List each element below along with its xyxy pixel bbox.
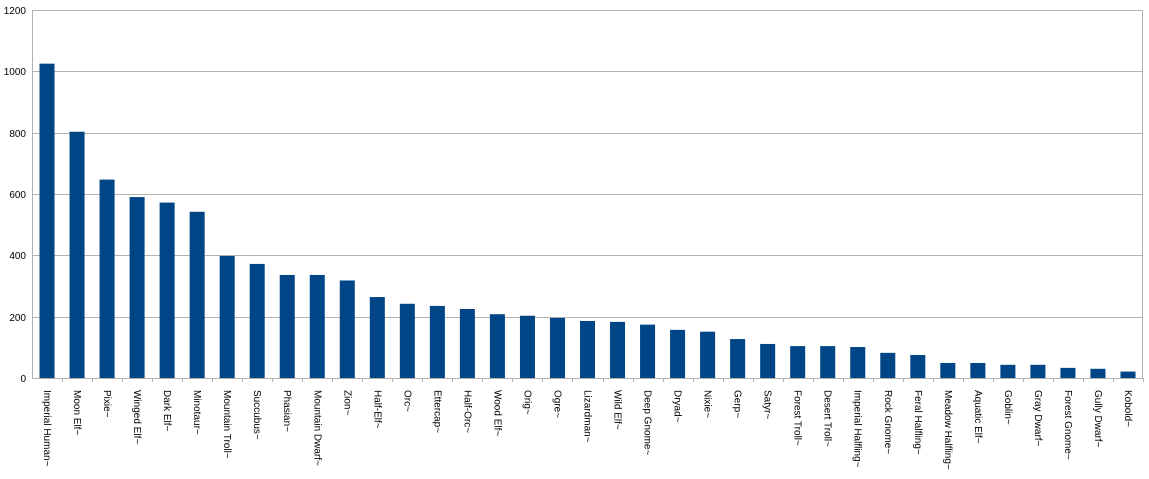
bar [579, 320, 596, 378]
bar [910, 355, 926, 378]
y-axis: 0 200 400 600 800 1000 1200 [4, 6, 27, 385]
category-label: Half-Orc~ [461, 390, 472, 433]
bar [1060, 367, 1076, 378]
bar [369, 297, 385, 378]
bar [640, 324, 656, 378]
bar [399, 303, 415, 378]
bar [549, 317, 565, 378]
category-label: Orc~ [401, 390, 412, 412]
category-label: Gray Dwarf~ [1032, 390, 1043, 447]
category-label: Mountain Troll~ [221, 390, 232, 459]
category-label: Wood Elf~ [491, 390, 502, 436]
bar [610, 321, 626, 378]
bar [1120, 371, 1136, 378]
bar [219, 255, 235, 378]
category-label: Minotaur~ [191, 390, 202, 435]
category-label: Desert Troll~ [822, 390, 833, 447]
bar [339, 280, 355, 378]
y-tick-label: 800 [9, 129, 26, 140]
bar [489, 314, 505, 378]
category-label: Ettercap~ [431, 390, 442, 433]
category-label: Winged Elf~ [131, 390, 142, 444]
bar [159, 202, 175, 378]
category-label: Aquatic Elf~ [972, 390, 983, 444]
category-label: Feral Halfling~ [912, 390, 923, 455]
y-tick-label: 600 [9, 190, 26, 201]
bar [99, 179, 115, 378]
bar [850, 347, 866, 378]
bar [429, 305, 445, 378]
bar [1030, 364, 1046, 378]
category-label: Forest Gnome~ [1062, 390, 1073, 460]
category-label: Rock Gnome~ [882, 390, 893, 454]
category-label: Forest Troll~ [792, 390, 803, 446]
y-tick-label: 0 [20, 374, 26, 385]
bar [730, 339, 746, 378]
category-label: Deep Gnome~ [642, 390, 653, 455]
bar [189, 211, 205, 378]
y-tick-label: 200 [9, 313, 26, 324]
category-label: Pixie~ [101, 390, 112, 418]
category-label: Orig~ [521, 390, 532, 415]
y-tick-label: 1200 [4, 6, 27, 17]
bar [670, 329, 686, 378]
category-label: Ogre~ [551, 390, 562, 418]
bar [1000, 364, 1016, 378]
category-label: Gully Dwarf~ [1092, 390, 1103, 448]
bar [790, 346, 806, 378]
bar [279, 274, 295, 378]
y-tick-label: 1000 [4, 67, 27, 78]
category-label: Mountain Dwarf~ [311, 390, 322, 466]
bar [69, 131, 85, 378]
category-label: Satyr~ [762, 390, 773, 419]
bar [760, 343, 776, 378]
category-label: Succubus~ [251, 390, 262, 440]
category-label: Kobold~ [1122, 390, 1133, 427]
category-label: Meadow Halfling~ [942, 390, 953, 470]
category-label: Imperial Halfling~ [852, 390, 863, 468]
bar [129, 197, 145, 378]
category-label: Moon Elf~ [71, 390, 82, 435]
category-label: Gerp~ [732, 390, 743, 418]
bar [519, 315, 535, 378]
category-label: Half-Elf~ [371, 390, 382, 429]
category-label: Dryad~ [672, 390, 683, 423]
category-label: Phasian~ [281, 390, 292, 432]
bar [880, 352, 896, 378]
category-label: Goblin~ [1002, 390, 1013, 425]
gridlines [32, 10, 1143, 379]
bar [940, 362, 956, 378]
category-label: Imperial Human~ [41, 390, 52, 467]
x-axis: Imperial Human~ Moon Elf~ Pixie~ Winged Elf… [32, 378, 1144, 470]
category-label: Zion~ [341, 390, 352, 415]
bar [970, 362, 986, 378]
bar [249, 263, 265, 378]
y-tick-label: 400 [9, 251, 26, 262]
category-label: Lizardman~ [582, 390, 593, 443]
bar [700, 331, 716, 378]
bar [309, 274, 325, 378]
bar [459, 309, 475, 378]
category-label: Wild Elf~ [612, 390, 623, 430]
bar [820, 346, 836, 378]
bar [1090, 368, 1106, 378]
category-label: Nixie~ [702, 390, 713, 418]
category-label: Dark Elf~ [161, 390, 172, 432]
bar [39, 63, 55, 379]
bars [39, 63, 1136, 379]
